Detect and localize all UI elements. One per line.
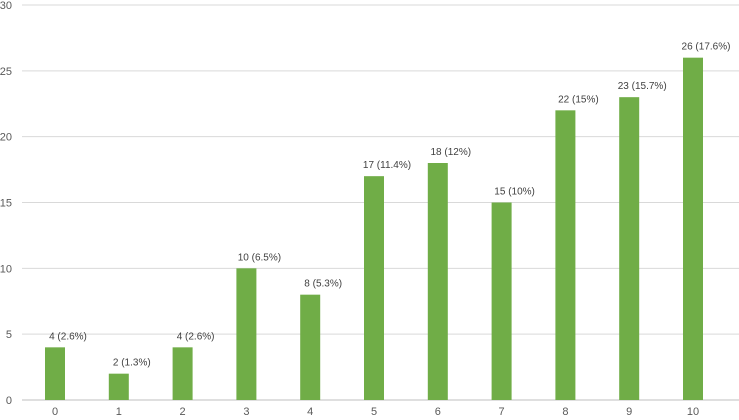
x-tick-label: 4 <box>307 406 313 418</box>
y-tick-label: 25 <box>0 66 12 78</box>
bar-8 <box>555 110 576 400</box>
x-tick-label: 5 <box>371 406 377 418</box>
bar-4 <box>300 294 321 400</box>
data-label-7: 15 (10%) <box>494 187 535 198</box>
data-label-4: 8 (5.3%) <box>304 279 342 290</box>
bar-6 <box>427 163 448 400</box>
data-labels: 4 (2.6%) 2 (1.3%) 4 (2.6%) 10 (6.5%) 8 (5.3%… <box>49 42 730 369</box>
tick-labels: 0 5 10 15 20 25 30 0 1 2 3 4 5 6 7 8 9 10 <box>0 0 699 418</box>
x-tick-label: 10 <box>687 406 699 418</box>
y-tick-label: 15 <box>0 198 12 210</box>
data-label-5: 17 (11.4%) <box>363 160 411 171</box>
bar-10 <box>683 57 703 401</box>
x-tick-label: 9 <box>626 406 632 418</box>
y-tick-label: 10 <box>0 263 12 275</box>
x-tick-label: 1 <box>116 406 122 418</box>
bar-2 <box>172 347 193 400</box>
x-tick-label: 3 <box>243 406 249 418</box>
data-label-1: 2 (1.3%) <box>113 358 151 369</box>
data-label-10: 26 (17.6%) <box>682 42 731 53</box>
bar-0 <box>45 347 65 400</box>
x-tick-label: 7 <box>499 406 505 418</box>
bars <box>45 57 703 401</box>
y-tick-label: 5 <box>6 329 12 341</box>
data-label-2: 4 (2.6%) <box>177 331 215 342</box>
x-tick-label: 0 <box>52 406 58 418</box>
x-tick-label: 8 <box>562 406 568 418</box>
bar-9 <box>619 97 640 401</box>
y-tick-label: 20 <box>0 132 12 144</box>
data-label-0: 4 (2.6%) <box>49 331 87 342</box>
x-tick-label: 6 <box>435 406 441 418</box>
x-tick-label: 2 <box>180 406 186 418</box>
data-label-6: 18 (12%) <box>431 147 472 158</box>
bar-1 <box>108 373 129 400</box>
y-tick-label: 0 <box>6 395 12 407</box>
bar-5 <box>364 176 384 400</box>
data-label-3: 10 (6.5%) <box>238 252 281 263</box>
data-label-8: 22 (15%) <box>558 94 599 105</box>
data-label-9: 23 (15.7%) <box>618 81 667 92</box>
bar-3 <box>236 268 257 400</box>
bar-7 <box>491 202 512 400</box>
y-tick-label: 30 <box>0 0 12 12</box>
